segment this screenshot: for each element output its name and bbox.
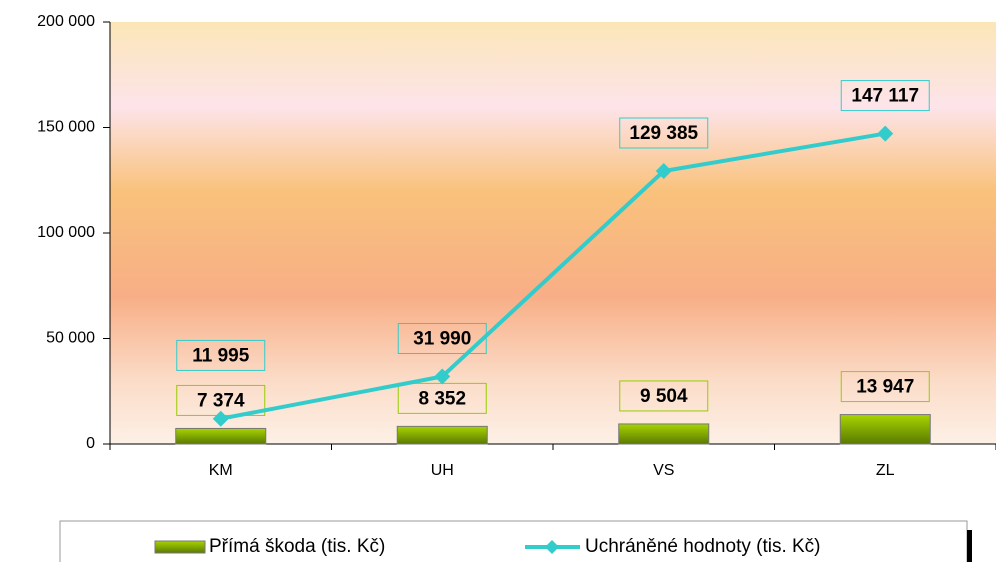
line-label-box <box>397 323 487 355</box>
y-tick-label: 200 000 <box>37 13 95 30</box>
y-tick-label: 150 000 <box>37 119 95 136</box>
line-label-box <box>840 80 930 112</box>
line-label: 147 117 <box>851 86 919 107</box>
legend-label: Přímá škoda (tis. Kč) <box>209 536 385 557</box>
y-tick-label: 50 000 <box>46 330 95 347</box>
bar-label: 7 374 <box>197 390 245 411</box>
line-label: 31 990 <box>413 329 471 350</box>
bar-label: 9 504 <box>640 386 688 407</box>
y-tick-label: 0 <box>86 435 95 452</box>
bar-label: 8 352 <box>418 388 466 409</box>
bar <box>839 414 931 445</box>
bar-label: 13 947 <box>856 377 914 398</box>
x-tick-label: VS <box>653 462 674 479</box>
line-marker <box>655 162 672 179</box>
line-marker <box>434 368 451 385</box>
plot-area <box>110 22 996 444</box>
legend-label: Uchráněné hodnoty (tis. Kč) <box>585 536 821 557</box>
bar-label-box <box>619 380 709 412</box>
legend-marker <box>545 540 559 554</box>
y-tick-label: 100 000 <box>37 224 95 241</box>
x-tick-label: KM <box>209 462 233 479</box>
x-tick-label: UH <box>431 462 454 479</box>
line-label-box <box>176 339 266 371</box>
bar-label-box <box>840 371 930 403</box>
line-label: 129 385 <box>629 123 698 144</box>
legend-edge <box>967 530 972 562</box>
legend-swatch <box>154 540 206 554</box>
bar <box>618 423 710 445</box>
legend-box <box>59 520 968 562</box>
line-marker <box>212 410 229 427</box>
line <box>220 131 886 421</box>
line-label: 11 995 <box>192 345 249 366</box>
line-label-box <box>619 117 709 149</box>
bar <box>175 427 267 445</box>
line-marker <box>877 125 894 142</box>
bar <box>396 425 488 445</box>
x-tick-label: ZL <box>876 462 895 479</box>
